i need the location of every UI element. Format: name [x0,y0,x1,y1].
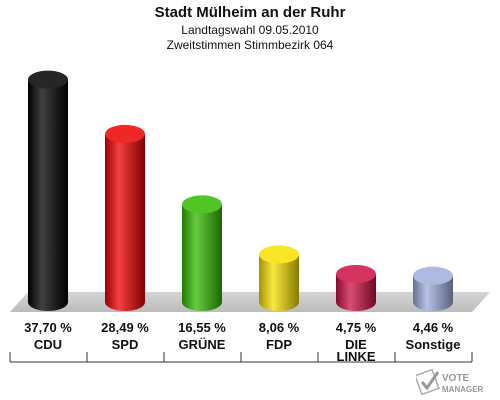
bar-top [28,70,68,89]
labels-group: 37,70 % CDU 28,49 % SPD 16,55 % GRÜNE 8,06 % FD… [24,320,460,364]
bars-group [28,70,453,311]
bar-cdu [28,70,68,311]
bar-body [413,275,453,311]
checkmark-ballot-icon [416,368,440,396]
bar-body [28,79,68,311]
chart-subtitle-election: Landtagswahl 09.05.2010 [181,23,319,37]
bar-top [413,266,453,285]
category-label: GRÜNE [179,337,226,352]
bar-top [259,245,299,264]
bar-top [182,195,222,214]
chart-subtitle-district: Zweitstimmen Stimmbezirk 064 [166,38,334,52]
value-label: 16,55 % [178,320,226,335]
bar-spd [105,124,145,311]
bar-body [105,133,145,311]
bar-die-linke [336,264,376,311]
bar-sonstige [413,266,453,311]
category-label: Sonstige [406,337,461,352]
value-label: 4,75 % [336,320,377,335]
logo-text-manager: MANAGER [442,385,484,394]
bar-grüne [182,195,222,311]
category-label: FDP [266,337,292,352]
bar-body [336,273,376,311]
logo-text-vote: VOTE [442,373,470,384]
value-label: 37,70 % [24,320,72,335]
category-axis [9,352,473,363]
bar-top [105,124,145,143]
chart-title: Stadt Mülheim an der Ruhr [154,4,346,21]
vote-manager-logo: VOTE MANAGER [416,368,496,396]
category-label: DIE [345,337,367,352]
category-label: SPD [112,337,139,352]
value-label: 8,06 % [259,320,300,335]
bar-top [336,264,376,283]
value-label: 28,49 % [101,320,149,335]
category-label: LINKE [337,349,376,364]
bar-fdp [259,245,299,311]
bar-body [182,204,222,311]
value-label: 4,46 % [413,320,454,335]
category-label: CDU [34,337,62,352]
bar-body [259,254,299,311]
